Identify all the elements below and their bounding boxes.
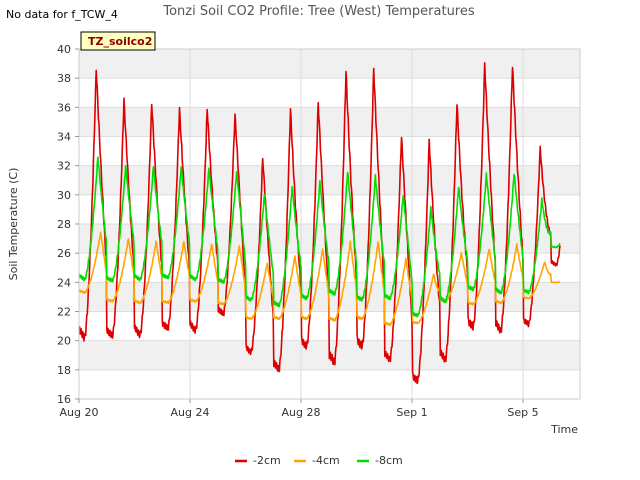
x-axis-label: Time [550, 423, 578, 436]
y-tick-label: 24 [57, 276, 71, 289]
badge-box [80, 31, 156, 51]
y-tick-label: 30 [57, 189, 71, 202]
series-layer [78, 61, 561, 385]
y-axis-label: Soil Temperature (C) [7, 168, 20, 281]
y-tick-label: 40 [57, 43, 71, 56]
x-axis-ticks: Aug 20 Aug 24 Aug 28 Sep 1 Sep 5 [60, 399, 539, 419]
legend: -2cm -4cm -8cm [235, 454, 403, 467]
x-tick-label: Aug 24 [171, 406, 210, 419]
x-tick-label: Aug 28 [282, 406, 321, 419]
legend-label: -2cm [253, 454, 281, 467]
y-tick-label: 20 [57, 335, 71, 348]
no-data-note: No data for f_TCW_4 [6, 8, 118, 21]
chart-title: Tonzi Soil CO2 Profile: Tree (West) Temp… [162, 4, 475, 19]
legend-label: -8cm [375, 454, 403, 467]
y-axis-ticks: 16 18 20 22 24 26 28 30 32 34 36 38 40 [57, 43, 79, 406]
badge-label: TZ_soilco2 [88, 35, 152, 48]
x-tick-label: Aug 20 [60, 406, 99, 419]
series-line-4cmcm [78, 231, 561, 327]
series-line-8cmcm [78, 156, 561, 318]
y-tick-label: 28 [57, 218, 71, 231]
y-tick-label: 38 [57, 72, 71, 85]
y-tick-label: 22 [57, 306, 71, 319]
legend-label: -4cm [312, 454, 340, 467]
y-tick-label: 16 [57, 393, 71, 406]
y-tick-label: 32 [57, 160, 71, 173]
x-tick-label: Sep 5 [507, 406, 538, 419]
series-line-2cmcm [78, 61, 561, 385]
badge: TZ_soilco2 [80, 31, 156, 51]
y-tick-label: 26 [57, 247, 71, 260]
y-tick-label: 18 [57, 364, 71, 377]
y-tick-label: 34 [57, 131, 71, 144]
x-tick-label: Sep 1 [396, 406, 427, 419]
y-tick-label: 36 [57, 101, 71, 114]
